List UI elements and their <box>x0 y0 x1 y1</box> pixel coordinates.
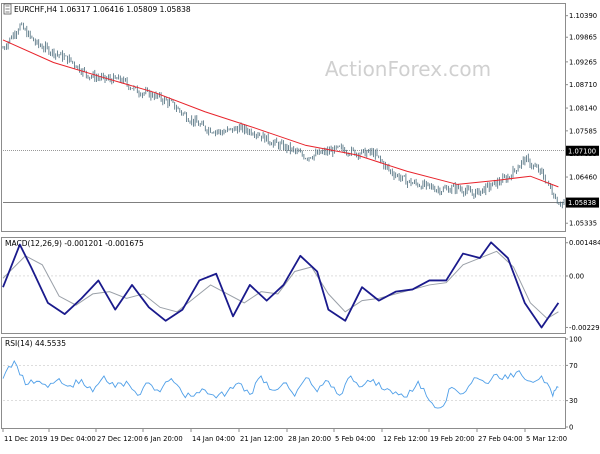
watermark: ActionForex.com <box>325 57 491 81</box>
rsi-y-tick-label: 30 <box>569 397 578 405</box>
macd-y-tick-label: 0.001484 <box>569 239 600 247</box>
price-y-tick-label: 1.09265 <box>569 58 597 66</box>
x-tick-label: 6 Jan 20:00 <box>144 435 183 443</box>
macd-signal-line <box>2 250 559 320</box>
price-header-text: EURCHF,H4 1.06317 1.06416 1.05809 1.0583… <box>14 5 191 14</box>
menu-lines-icon <box>5 5 10 13</box>
x-tick-label: 14 Jan 04:00 <box>192 435 235 443</box>
rsi-series-group <box>2 360 559 409</box>
rsi-panel-frame <box>1 337 566 429</box>
x-tick-label: 19 Feb 20:00 <box>430 435 475 443</box>
price-level-label-box <box>566 145 599 156</box>
macd-header-text: MACD(12,26,9) -0.001201 -0.001675 <box>5 239 144 248</box>
macd-panel-frame <box>1 237 566 334</box>
price-y-tick-label: 1.08710 <box>569 81 597 89</box>
x-tick-label: 27 Feb 04:00 <box>478 435 523 443</box>
rsi-line <box>2 360 559 409</box>
rsi-y-tick-label: 70 <box>569 362 578 370</box>
price-level-label-box <box>566 197 599 208</box>
macd-y-tick-label: -0.002297 <box>569 324 600 332</box>
price-level-label: 1.05838 <box>568 199 596 207</box>
rsi-y-tick-label: 0 <box>569 424 573 432</box>
price-y-tick-label: 1.05335 <box>569 220 597 228</box>
rsi-y-axis: 100 70 30 0 <box>565 336 582 432</box>
macd-line <box>2 241 560 329</box>
x-tick-label: 19 Dec 04:00 <box>50 435 96 443</box>
sma-line <box>2 39 559 188</box>
macd-y-axis: 0.001484 0.00 -0.002297 <box>565 239 600 332</box>
x-tick-label: 5 Feb 04:00 <box>335 435 375 443</box>
price-y-axis: 1.10390 1.09865 1.09265 1.08710 1.08140 1.075… <box>565 12 599 228</box>
macd-y-tick-label: 0.00 <box>569 272 584 280</box>
price-level-label: 1.07100 <box>568 147 596 155</box>
rsi-y-tick-label: 100 <box>569 336 582 344</box>
x-axis: 11 Dec 2019 19 Dec 04:00 27 Dec 12:00 6 Jan… <box>2 428 567 443</box>
x-tick-label: 5 Mar 12:00 <box>526 435 567 443</box>
x-tick-label: 27 Dec 12:00 <box>97 435 143 443</box>
price-panel-header: EURCHF,H4 1.06317 1.06416 1.05809 1.0583… <box>3 3 191 15</box>
price-y-tick-label: 1.07585 <box>569 127 597 135</box>
price-panel-frame <box>1 3 566 232</box>
price-y-tick-label: 1.08140 <box>569 105 597 113</box>
macd-series-group <box>2 241 560 329</box>
rsi-header-text: RSI(14) 44.5535 <box>5 339 66 348</box>
x-tick-label: 11 Dec 2019 <box>4 435 47 443</box>
price-y-tick-label: 1.06460 <box>569 174 597 182</box>
price-series-group <box>2 22 565 209</box>
sma-series-group <box>2 39 559 188</box>
x-tick-label: 21 Jan 12:00 <box>240 435 283 443</box>
price-y-tick-label: 1.10390 <box>569 12 597 20</box>
x-tick-label: 28 Jan 20:00 <box>288 435 331 443</box>
price-y-tick-label: 1.09865 <box>569 34 597 42</box>
x-tick-label: 12 Feb 12:00 <box>383 435 428 443</box>
